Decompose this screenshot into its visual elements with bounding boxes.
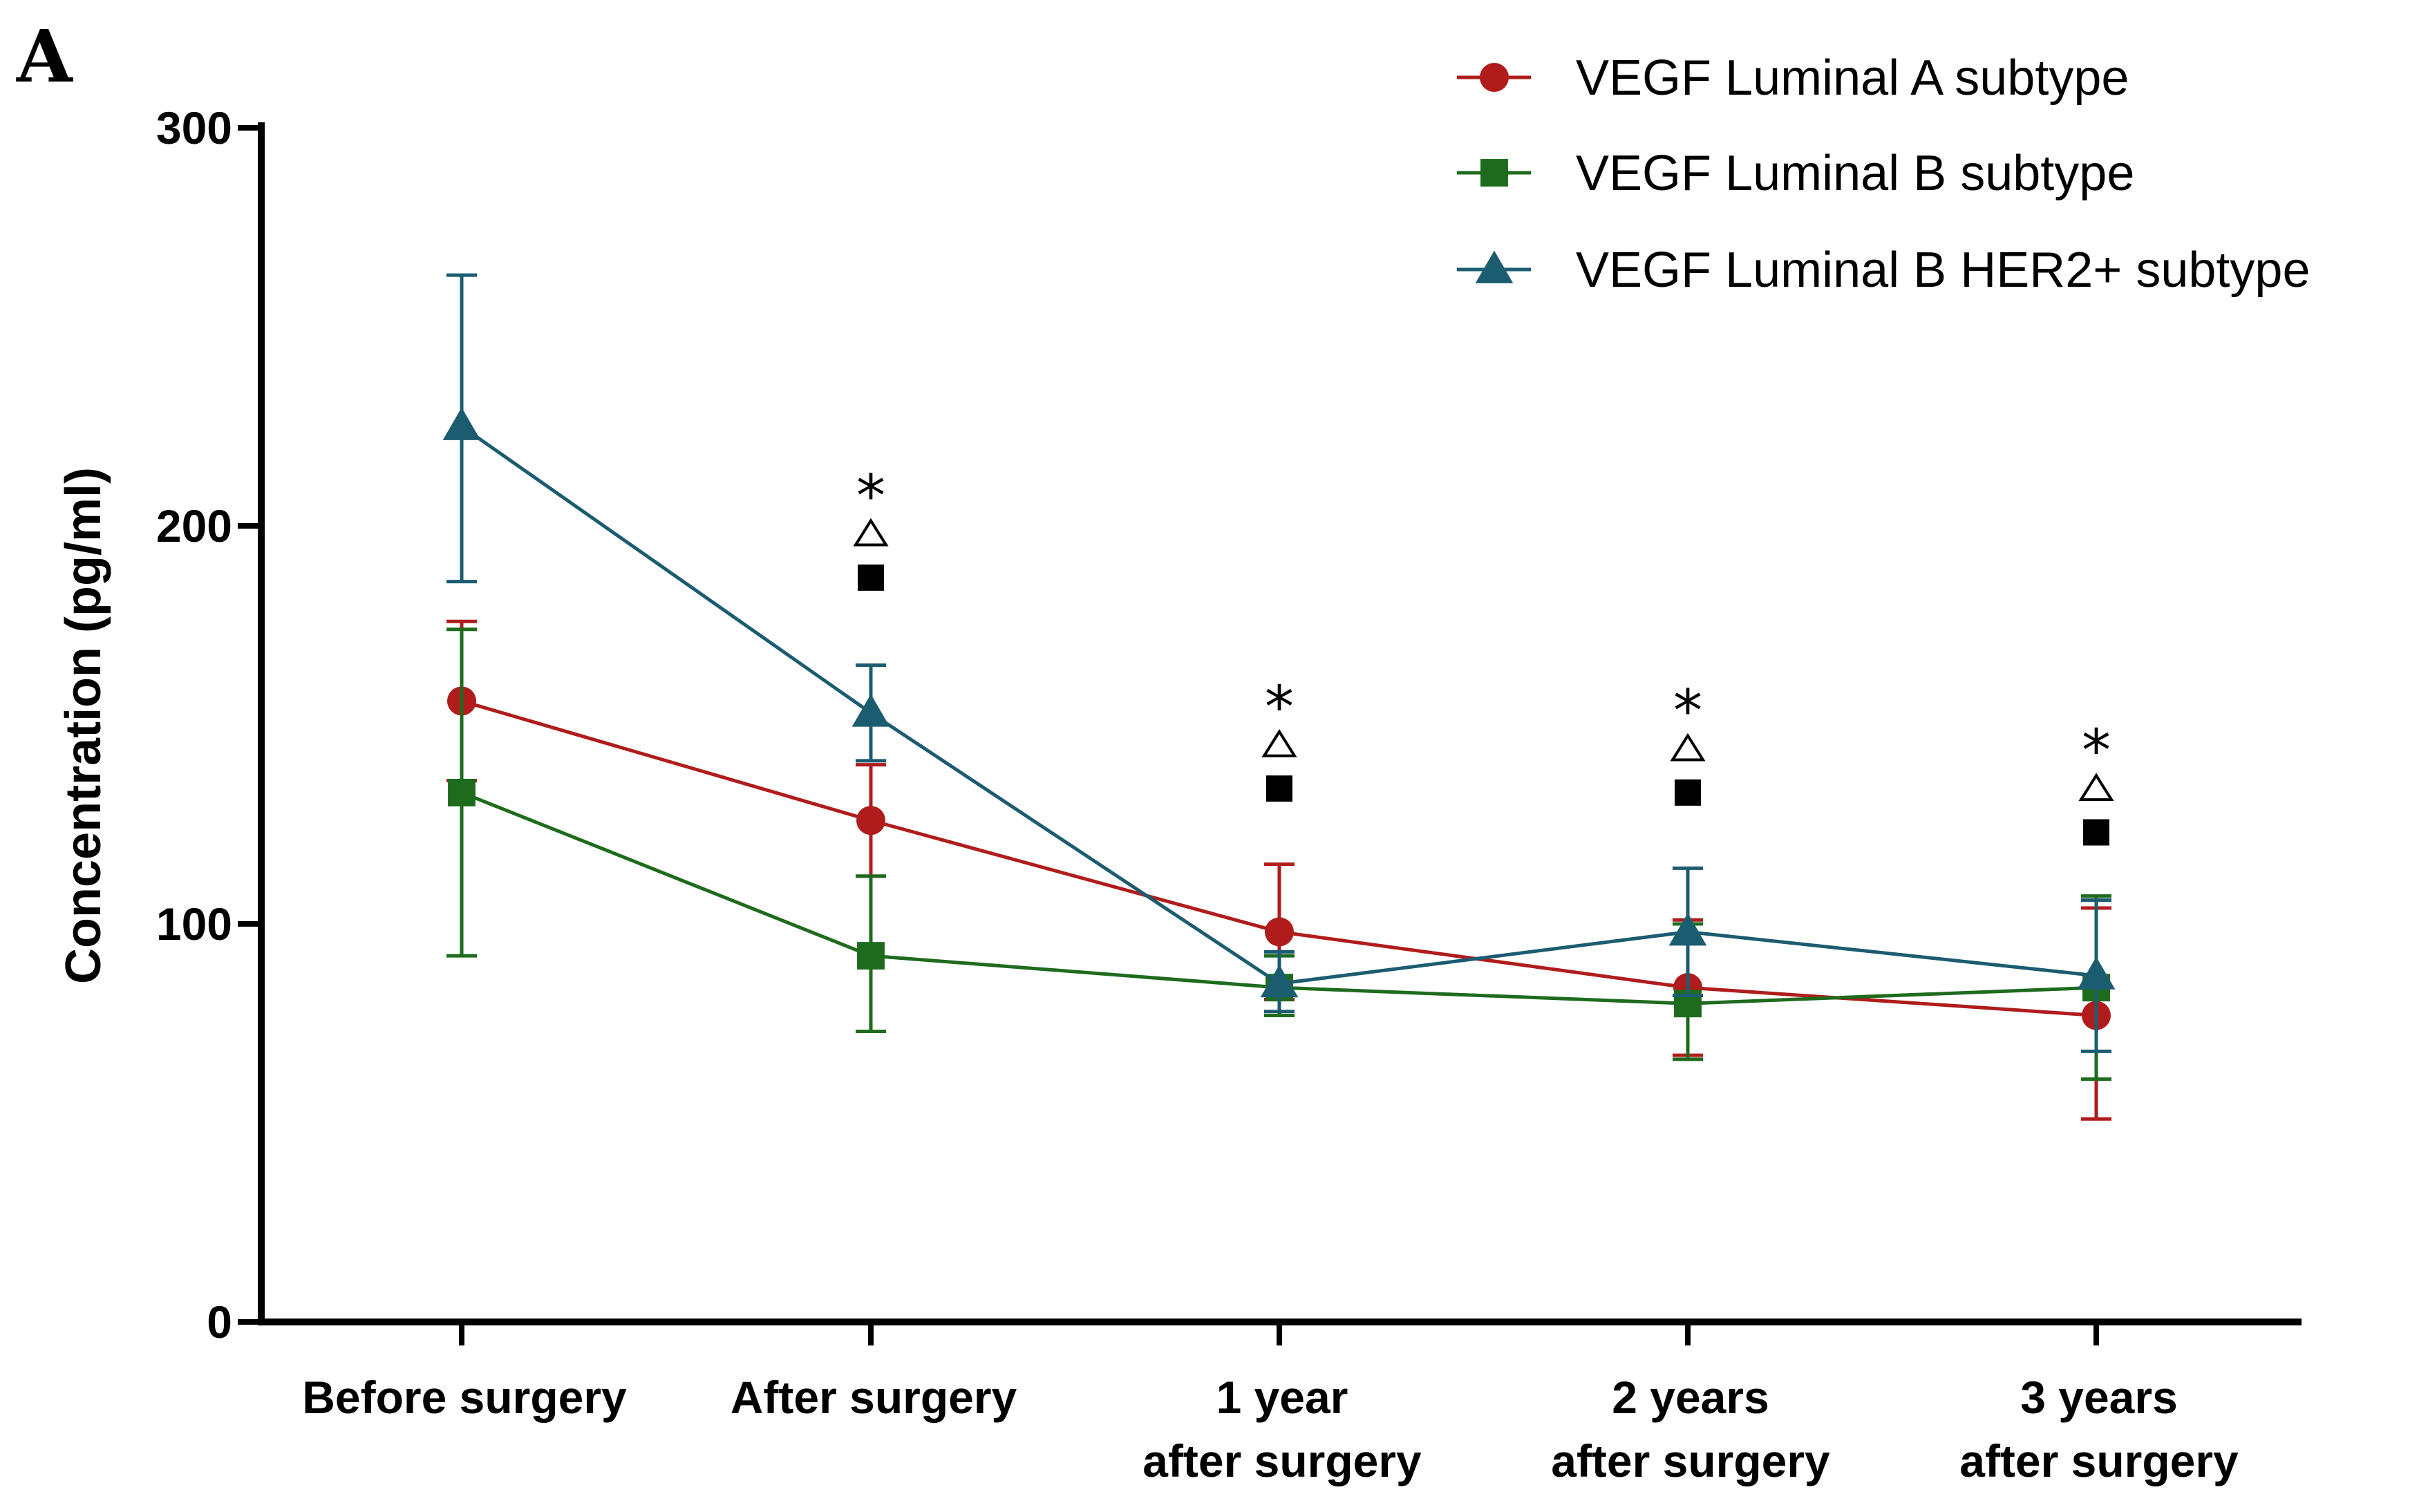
- x-tick-label-line: 1 year: [1216, 1372, 1348, 1423]
- series-layer: [442, 273, 2116, 1121]
- x-tick-label: 1 year after surgery: [1142, 1372, 1422, 1486]
- y-tick-label: 100: [156, 898, 232, 949]
- significance-open-triangle: [853, 518, 889, 547]
- data-point: [856, 806, 885, 835]
- legend: VEGF Luminal A subtype VEGF Luminal B sub…: [1457, 50, 2311, 298]
- x-axis-ticks: Before surgery After surgery 1 year after s…: [302, 1322, 2239, 1486]
- legend-label: VEGF Luminal B subtype: [1576, 146, 2134, 201]
- x-tick-label-line: after surgery: [1959, 1435, 2239, 1486]
- data-point: [1668, 913, 1707, 946]
- significance-filled-square: [2083, 819, 2109, 846]
- significance-filled-square: [1675, 779, 1701, 806]
- x-tick-label: 2 years after surgery: [1551, 1372, 1830, 1486]
- y-axis-title: Concentration (pg/ml): [56, 467, 111, 984]
- significance-open-triangle: [2078, 773, 2114, 802]
- significance-open-triangle: [1670, 733, 1706, 762]
- x-tick-label: Before surgery: [302, 1372, 627, 1423]
- legend-entry-3: VEGF Luminal B HER2+ subtype: [1457, 243, 2311, 298]
- x-tick-label-line: Before surgery: [302, 1372, 627, 1423]
- y-tick-label: 0: [207, 1296, 232, 1348]
- data-point: [851, 694, 890, 727]
- y-tick-label: 200: [156, 500, 232, 551]
- legend-entry-1: VEGF Luminal A subtype: [1457, 50, 2129, 106]
- series-3: [442, 273, 2116, 1053]
- legend-marker: [1480, 63, 1509, 92]
- legend-entry-2: VEGF Luminal B subtype: [1457, 146, 2134, 201]
- x-tick-label-line: 3 years: [2020, 1372, 2178, 1423]
- data-point: [448, 778, 476, 806]
- legend-label: VEGF Luminal A subtype: [1576, 50, 2129, 106]
- x-tick-label-line: 2 years: [1612, 1372, 1769, 1423]
- x-tick-label-line: After surgery: [731, 1372, 1017, 1423]
- y-axis-ticks: 0 100 200 300: [156, 102, 261, 1348]
- significance-open-triangle: [1261, 729, 1297, 757]
- legend-marker: [1480, 159, 1508, 187]
- significance-filled-square: [1266, 775, 1292, 802]
- x-tick-label-line: after surgery: [1551, 1435, 1830, 1486]
- panel-label: A: [16, 14, 73, 99]
- data-point: [442, 407, 481, 440]
- data-point: [2077, 956, 2116, 990]
- y-tick-label: 300: [156, 102, 232, 153]
- data-point: [857, 942, 885, 970]
- x-tick-label: 3 years after surgery: [1959, 1372, 2239, 1486]
- significance-markers: ** **: [853, 462, 2114, 846]
- data-point: [1265, 917, 1294, 947]
- x-tick-label: After surgery: [731, 1372, 1017, 1423]
- data-point: [1260, 965, 1299, 998]
- significance-filled-square: [858, 564, 884, 591]
- x-tick-label-line: after surgery: [1142, 1435, 1422, 1486]
- legend-label: VEGF Luminal B HER2+ subtype: [1576, 243, 2311, 298]
- legend-marker: [1475, 250, 1514, 283]
